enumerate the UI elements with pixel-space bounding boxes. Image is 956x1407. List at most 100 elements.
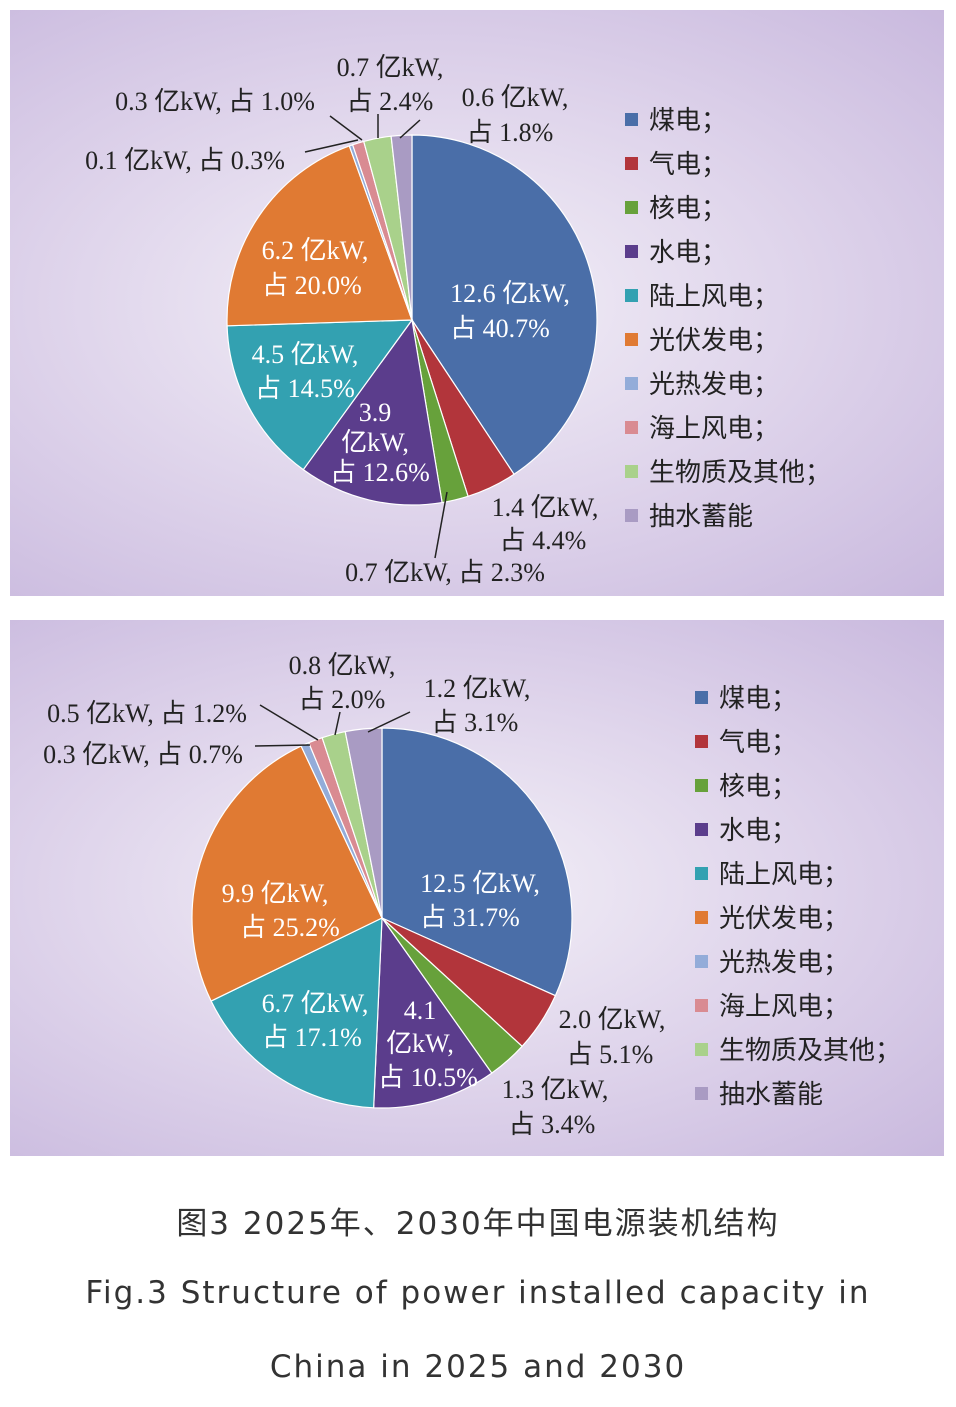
data-label: 占 10.5% [378,1063,478,1092]
data-label: 1.2 亿kW, [424,674,531,703]
data-label: 4.5 亿kW, [252,340,359,369]
data-label: 占 31.7% [420,903,520,932]
legend-swatch [625,465,638,478]
legend-label: 光伏发电； [649,326,779,355]
legend-swatch [695,735,708,748]
legend-swatch [695,955,708,968]
data-label: 占 14.5% [255,374,355,403]
legend-swatch [625,333,638,346]
data-label: 占 25.2% [240,913,340,942]
chart-2030: 煤电； 气电； 核电； 水电； 陆上风电； 光伏发电； 光热发电； 海上风电； 生物质及其他； 抽… [10,620,944,1156]
data-label: 12.5 亿kW, [420,869,540,898]
data-label: 6.2 亿kW, [262,236,369,265]
data-label: 0.5 亿kW, 占 1.2% [47,699,247,728]
leader-line [434,491,448,559]
caption-en-line2: China in 2025 and 2030 [269,1349,687,1385]
legend-label: 煤电； [719,684,797,713]
data-label: 占 40.7% [450,314,550,343]
legend-swatch [625,509,638,522]
data-label: 占 12.6% [330,458,430,487]
legend-swatch [625,421,638,434]
legend-swatch [625,201,638,214]
leader-line [334,711,341,736]
data-label: 2.0 亿kW, [559,1005,666,1034]
data-label: 9.9 亿kW, [222,879,329,908]
legend-swatch [695,867,708,880]
data-label: 占 5.1% [567,1040,654,1069]
leader-line [367,711,411,733]
legend-label: 水电； [719,816,797,845]
data-label: 12.6 亿kW, [450,279,570,308]
legend-label: 光热发电； [719,948,849,977]
legend-swatch [695,911,708,924]
legend-label: 抽水蓄能 [719,1080,823,1109]
pie-slice [373,916,493,1109]
caption-en-line1: Fig.3 Structure of power installed capac… [85,1275,871,1311]
legend-label: 光热发电； [649,370,779,399]
chart-2025: 煤电； 气电； 核电； 水电； 陆上风电； 光伏发电； 光热发电； 海上风电； 生物质及其他； 抽… [10,10,944,596]
data-label: 0.7 亿kW, 占 2.3% [345,558,545,587]
data-label: 占 3.4% [509,1110,596,1139]
legend-label: 光伏发电； [719,904,849,933]
legend-label: 核电； [649,194,727,223]
pie-slice [210,917,383,1109]
data-label: 亿kW, [386,1029,454,1058]
leader-line [254,744,311,747]
legend-swatch [695,1043,708,1056]
legend-label: 核电； [719,772,797,801]
leader-line [399,119,421,139]
leader-line [304,139,359,153]
data-label: 占 2.0% [299,685,386,714]
legend-swatch [695,999,708,1012]
caption-zh: 图3 2025年、2030年中国电源装机结构 [176,1206,780,1242]
legend-swatch [695,779,708,792]
data-label: 3.9 [359,398,392,427]
pie-2025: 煤电； 气电； 核电； 水电； 陆上风电； 光伏发电； 光热发电； 海上风电； 生物质及其他； 抽… [85,53,831,587]
pie-slice [390,134,413,321]
data-label: 0.3 亿kW, 占 1.0% [115,87,315,116]
data-label: 0.1 亿kW, 占 0.3% [85,146,285,175]
pie-slice [226,319,414,471]
data-label: 占 1.8% [467,118,554,147]
pie-slice [344,727,383,919]
data-label: 占 20.0% [262,271,362,300]
pie-slice [191,745,383,1002]
data-label: 0.6 亿kW, [462,83,569,112]
data-label: 亿kW, [341,428,409,457]
legend-swatch [695,823,708,836]
legend-label: 陆上风电； [719,860,849,889]
legend-swatch [695,1087,708,1100]
legend-label: 生物质及其他； [649,458,831,487]
data-label: 0.3 亿kW, 占 0.7% [43,740,243,769]
legend-label: 煤电； [649,106,727,135]
data-label: 占 3.1% [432,708,519,737]
data-label: 1.4 亿kW, [492,493,599,522]
legend-label: 生物质及其他； [719,1036,901,1065]
leader-line [329,115,363,141]
data-label: 1.3 亿kW, [502,1075,609,1104]
data-label: 0.7 亿kW, [337,53,444,82]
legend-label: 海上风电； [649,414,779,443]
pie-slice [302,318,443,506]
pie-2030: 煤电； 气电； 核电； 水电； 陆上风电； 光伏发电； 光热发电； 海上风电； 生物质及其他； 抽… [43,651,901,1139]
legend-label: 抽水蓄能 [649,502,753,531]
pie-slice [381,727,573,997]
data-label: 占 2.4% [347,87,434,116]
data-label: 0.8 亿kW, [289,651,396,680]
data-label: 6.7 亿kW, [262,989,369,1018]
legend-swatch [695,691,708,704]
data-label: 占 4.4% [500,526,587,555]
data-label: 占 17.1% [262,1023,362,1052]
legend-label: 陆上风电； [649,282,779,311]
legend-swatch [625,245,638,258]
legend-label: 气电； [719,728,797,757]
pie-slice [226,145,413,327]
legend-label: 气电； [649,150,727,179]
data-label: 4.1 [404,996,437,1025]
legend-swatch [625,377,638,390]
leader-line [259,704,319,741]
legend-label: 水电； [649,238,727,267]
legend-label: 海上风电； [719,992,849,1021]
legend-swatch [625,157,638,170]
legend-swatch [625,289,638,302]
